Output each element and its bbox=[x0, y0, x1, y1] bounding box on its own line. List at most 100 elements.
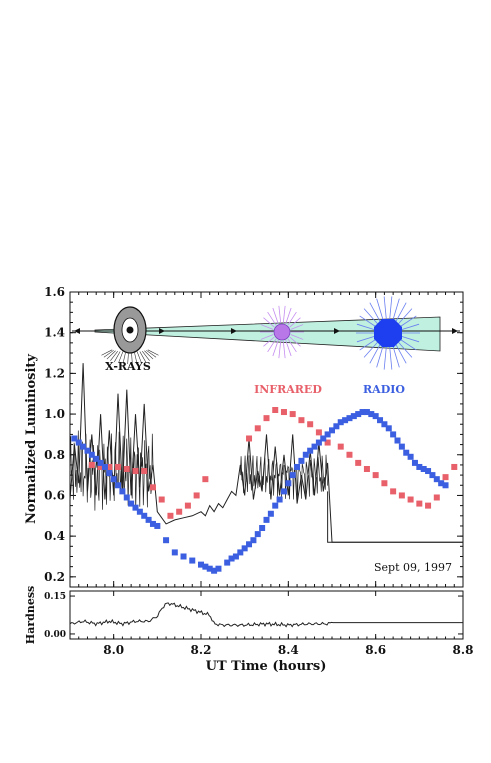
infrared-point bbox=[254, 425, 261, 432]
infrared-ray bbox=[289, 336, 301, 347]
radio-point bbox=[315, 439, 322, 446]
infrared-point bbox=[167, 512, 174, 519]
infrared-point bbox=[106, 463, 113, 470]
radio-point bbox=[75, 439, 82, 446]
radio-point bbox=[254, 531, 261, 538]
radio-point bbox=[442, 482, 449, 489]
infrared-point bbox=[272, 407, 279, 413]
infrared-point bbox=[346, 451, 353, 458]
hardness-series bbox=[69, 602, 463, 628]
radio-point bbox=[272, 502, 279, 509]
infrared-point bbox=[263, 415, 270, 422]
xray-ray bbox=[134, 351, 138, 364]
radio-point bbox=[363, 409, 370, 416]
radio-point bbox=[206, 565, 213, 572]
radio-point bbox=[342, 417, 349, 424]
xray-ray bbox=[106, 350, 116, 360]
radio-point bbox=[84, 447, 91, 454]
date-annotation: Sept 09, 1997 bbox=[374, 561, 452, 574]
infrared-point bbox=[433, 494, 440, 501]
radio-point bbox=[93, 455, 100, 462]
x-tick-label: 8.6 bbox=[365, 643, 386, 657]
xray-series-line bbox=[69, 363, 463, 543]
xray-ray bbox=[127, 351, 129, 364]
radio-point bbox=[276, 496, 283, 503]
infrared-point bbox=[390, 488, 397, 495]
xray-flicker-early bbox=[69, 430, 154, 511]
hardness-y-axis: 0.00 0.15 bbox=[44, 592, 463, 640]
infrared-point bbox=[123, 466, 130, 472]
radio-point bbox=[381, 421, 388, 428]
radio-point bbox=[385, 425, 392, 432]
luminosity-x-axis-ticks bbox=[78, 292, 464, 587]
arrow-head bbox=[231, 328, 237, 334]
infrared-point bbox=[307, 421, 314, 428]
radio-point bbox=[136, 508, 143, 515]
radio-point bbox=[246, 541, 253, 548]
radio-point bbox=[119, 488, 126, 495]
luminosity-y-label: Normalized Luminosity bbox=[24, 354, 39, 524]
infrared-point bbox=[425, 502, 432, 509]
infrared-ray bbox=[278, 305, 282, 324]
arrow-head bbox=[334, 328, 340, 334]
infrared-point bbox=[115, 463, 122, 470]
x-tick-label: 8.0 bbox=[103, 643, 124, 657]
infrared-point bbox=[324, 439, 331, 446]
radio-point bbox=[438, 480, 445, 487]
radio-point bbox=[149, 520, 156, 527]
radio-label: RADIO bbox=[363, 383, 405, 396]
radio-ray bbox=[400, 315, 417, 327]
radio-point bbox=[215, 565, 222, 572]
black-hole bbox=[126, 326, 134, 334]
xray-ray bbox=[139, 351, 146, 363]
radio-ray bbox=[401, 335, 420, 343]
radio-point bbox=[403, 449, 410, 456]
radio-point bbox=[228, 555, 235, 562]
infrared-ray bbox=[267, 311, 277, 326]
infrared-point bbox=[246, 435, 253, 442]
infrared-ray bbox=[267, 338, 277, 353]
xray-label: X-RAYS bbox=[105, 360, 151, 373]
hardness-y-tick-label: 0.00 bbox=[44, 630, 66, 640]
infrared-point bbox=[416, 500, 423, 507]
hardness-y-label: Hardness bbox=[24, 586, 37, 644]
arrow-head bbox=[452, 328, 458, 334]
radio-point bbox=[259, 525, 266, 531]
radio-point bbox=[250, 537, 257, 544]
infrared-ray bbox=[278, 340, 282, 359]
radio-point bbox=[390, 431, 397, 438]
luminosity-panel: 0.2 0.4 0.6 0.8 1.0 1.2 1.4 1.6 X-RAYS INFRARED R… bbox=[24, 285, 464, 588]
radio-point bbox=[189, 557, 196, 564]
hardness-x-axis: 8.0 8.2 8.4 8.6 8.8 bbox=[78, 591, 473, 657]
infrared-ray bbox=[263, 336, 275, 347]
infrared-ray bbox=[287, 338, 297, 353]
xray-ray bbox=[146, 350, 157, 358]
radio-point bbox=[407, 453, 414, 460]
radio-ray bbox=[363, 342, 378, 358]
y-tick-label: 0.8 bbox=[44, 448, 65, 462]
radio-point bbox=[171, 549, 178, 556]
infrared-blob bbox=[273, 323, 291, 341]
radio-point bbox=[154, 522, 161, 529]
infrared-point bbox=[315, 429, 322, 436]
hardness-plot-frame bbox=[69, 590, 464, 640]
radio-point bbox=[115, 482, 122, 489]
radio-point bbox=[280, 488, 287, 495]
radio-point bbox=[180, 553, 187, 560]
radio-point bbox=[237, 549, 244, 556]
infrared-ray bbox=[290, 334, 304, 340]
infrared-point bbox=[451, 463, 458, 470]
radio-ray bbox=[398, 342, 413, 358]
infrared-point bbox=[149, 484, 156, 491]
radio-point bbox=[372, 413, 379, 420]
radio-ray bbox=[395, 344, 407, 364]
radio-point bbox=[294, 463, 301, 470]
infrared-point bbox=[88, 461, 95, 468]
radio-ray bbox=[389, 296, 393, 320]
radio-ray bbox=[383, 346, 387, 370]
radio-point bbox=[337, 419, 344, 426]
infrared-label: INFRARED bbox=[254, 383, 322, 396]
radio-ray bbox=[359, 339, 376, 351]
y-tick-label: 0.6 bbox=[44, 488, 65, 502]
radio-point bbox=[106, 470, 113, 477]
